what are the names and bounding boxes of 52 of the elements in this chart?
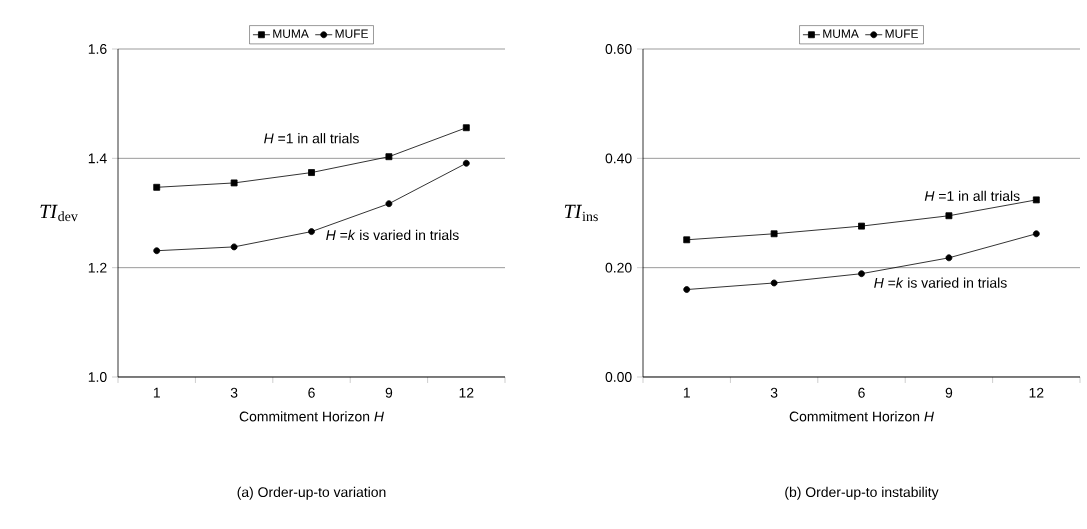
x-tick-label: 6 <box>858 387 865 398</box>
point <box>153 247 161 255</box>
point <box>1032 230 1040 238</box>
x-tick-label: 1 <box>153 387 160 398</box>
annotation: H =1 in all trials <box>264 133 359 144</box>
point <box>462 159 470 167</box>
text: (a) Order-up-to variation <box>237 486 386 500</box>
point <box>945 254 953 262</box>
point <box>858 270 865 278</box>
point <box>683 286 691 293</box>
x-axis-title: Commitment Horizon H <box>789 411 934 422</box>
annotation: H =k is varied in trials <box>326 229 459 241</box>
x-tick-label: 12 <box>1029 387 1044 398</box>
y-tick-label: 1.2 <box>88 262 107 273</box>
text: (b) Order-up-to instability <box>785 486 939 500</box>
y-tick-label: 1.4 <box>88 153 107 164</box>
y-axis-title: TI$_{dev}$ <box>40 204 78 222</box>
y-axis-title: TI$_{ins}$ <box>564 204 598 222</box>
point <box>770 230 778 238</box>
legend-label: MUMA <box>273 29 309 38</box>
x-axis-title: Commitment Horizon H <box>239 411 384 422</box>
point <box>770 279 778 287</box>
point <box>858 222 865 230</box>
y-tick-label: 0.00 <box>605 372 632 382</box>
point <box>462 124 470 132</box>
annotation: H =k is varied in trials <box>874 277 1007 288</box>
point <box>230 179 238 187</box>
x-tick-label: 9 <box>945 387 953 398</box>
legend-label: MUFE <box>885 29 918 38</box>
x-tick-label: 12 <box>459 387 474 398</box>
point <box>308 228 315 235</box>
point <box>153 183 161 191</box>
point <box>945 212 953 220</box>
point <box>230 243 238 251</box>
point <box>683 236 691 244</box>
point <box>308 169 315 176</box>
y-tick-label: 0.20 <box>605 262 632 273</box>
legend-label: MUFE <box>335 29 368 38</box>
y-tick-label: 0.60 <box>605 44 632 54</box>
y-tick-label: 1.0 <box>88 372 107 382</box>
x-tick-label: 1 <box>683 387 690 398</box>
x-tick-label: 3 <box>770 387 778 398</box>
point <box>385 153 393 161</box>
annotation: H =1 in all trials <box>924 190 1020 202</box>
x-tick-label: 9 <box>385 387 393 398</box>
x-tick-label: 3 <box>230 387 238 398</box>
legend-label: MUMA <box>823 29 859 38</box>
y-tick-label: 1.6 <box>88 44 107 54</box>
x-tick-label: 6 <box>308 387 315 398</box>
point <box>385 200 393 208</box>
y-tick-label: 0.40 <box>605 153 632 164</box>
point <box>1032 196 1040 204</box>
